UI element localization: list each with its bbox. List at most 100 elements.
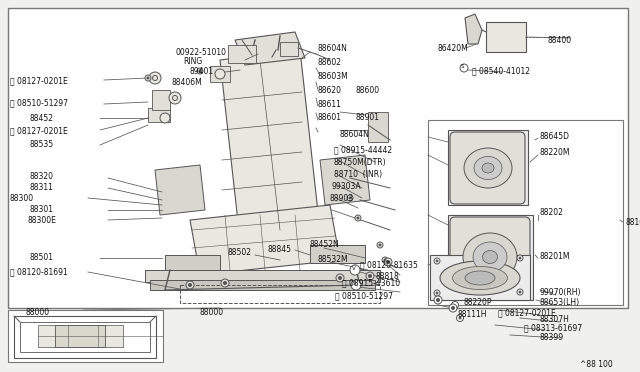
Text: 88300: 88300 bbox=[10, 194, 34, 203]
Text: 88307H: 88307H bbox=[540, 315, 570, 324]
Bar bbox=[180, 285, 380, 303]
Bar bbox=[14, 316, 156, 358]
Text: Ⓑ 08120-81691: Ⓑ 08120-81691 bbox=[10, 267, 68, 276]
Text: 88399: 88399 bbox=[540, 333, 564, 342]
Text: 99303A: 99303A bbox=[332, 182, 362, 191]
Text: 88201M: 88201M bbox=[540, 252, 570, 261]
Text: 88220M: 88220M bbox=[540, 148, 570, 157]
Circle shape bbox=[519, 291, 521, 293]
Bar bbox=[150, 280, 375, 290]
Text: 88600: 88600 bbox=[355, 86, 379, 95]
Circle shape bbox=[377, 242, 383, 248]
Text: 88604N: 88604N bbox=[318, 44, 348, 53]
Bar bbox=[165, 255, 220, 273]
Text: Ⓑ 08120-81635: Ⓑ 08120-81635 bbox=[360, 260, 418, 269]
Bar bbox=[428, 120, 623, 305]
Text: ^88 100: ^88 100 bbox=[580, 360, 612, 369]
Text: 88645D: 88645D bbox=[540, 132, 570, 141]
Text: Ⓑ 08127-0201E: Ⓑ 08127-0201E bbox=[10, 76, 68, 85]
Circle shape bbox=[384, 259, 386, 261]
Circle shape bbox=[147, 77, 149, 79]
Text: 88301: 88301 bbox=[30, 205, 54, 214]
Text: 88502: 88502 bbox=[228, 248, 252, 257]
Text: Ⓑ 08127-0201E: Ⓑ 08127-0201E bbox=[10, 126, 68, 135]
Bar bbox=[145, 270, 380, 282]
Circle shape bbox=[436, 292, 438, 294]
Text: 88602: 88602 bbox=[318, 58, 342, 67]
Text: 88710  (INR): 88710 (INR) bbox=[334, 170, 382, 179]
Ellipse shape bbox=[474, 157, 502, 180]
Bar bbox=[448, 130, 528, 205]
Bar bbox=[228, 45, 256, 63]
Circle shape bbox=[186, 281, 194, 289]
Text: S: S bbox=[353, 281, 356, 286]
Text: Ⓢ 08313-61697: Ⓢ 08313-61697 bbox=[524, 323, 582, 332]
Bar bbox=[8, 310, 163, 362]
Bar bbox=[430, 255, 530, 300]
Circle shape bbox=[189, 283, 191, 286]
Text: 88845: 88845 bbox=[268, 245, 292, 254]
Text: 89401: 89401 bbox=[190, 67, 214, 76]
Text: 88535: 88535 bbox=[30, 140, 54, 149]
Text: 88603M: 88603M bbox=[318, 72, 349, 81]
Circle shape bbox=[451, 307, 454, 310]
Circle shape bbox=[384, 258, 392, 266]
Circle shape bbox=[379, 244, 381, 246]
Circle shape bbox=[459, 317, 461, 319]
Circle shape bbox=[436, 298, 440, 301]
Circle shape bbox=[460, 64, 468, 72]
Circle shape bbox=[169, 92, 181, 104]
Bar bbox=[210, 66, 230, 82]
Text: RING: RING bbox=[183, 57, 202, 66]
Bar bbox=[38, 325, 63, 347]
Circle shape bbox=[349, 197, 351, 199]
Circle shape bbox=[339, 276, 342, 279]
Text: V: V bbox=[352, 266, 356, 271]
Circle shape bbox=[434, 290, 440, 296]
Text: 88202: 88202 bbox=[540, 208, 564, 217]
Text: 88611: 88611 bbox=[318, 100, 342, 109]
Text: 88901: 88901 bbox=[355, 113, 379, 122]
Text: 86420M: 86420M bbox=[438, 44, 468, 53]
Ellipse shape bbox=[463, 233, 517, 281]
Circle shape bbox=[223, 282, 227, 285]
Circle shape bbox=[160, 113, 170, 123]
Text: 88620: 88620 bbox=[318, 86, 342, 95]
Circle shape bbox=[199, 70, 201, 72]
Bar bbox=[280, 42, 298, 56]
Ellipse shape bbox=[440, 261, 520, 295]
Circle shape bbox=[215, 69, 225, 79]
Text: 88604N: 88604N bbox=[340, 130, 370, 139]
Polygon shape bbox=[155, 165, 205, 215]
Text: 88903: 88903 bbox=[330, 194, 354, 203]
Circle shape bbox=[336, 274, 344, 282]
Text: 88452: 88452 bbox=[30, 114, 54, 123]
Text: 99970(RH): 99970(RH) bbox=[540, 288, 582, 297]
Bar bbox=[152, 90, 170, 110]
Text: 88750M(DTR): 88750M(DTR) bbox=[334, 158, 387, 167]
Ellipse shape bbox=[465, 271, 495, 285]
Text: 00922-51010: 00922-51010 bbox=[175, 48, 226, 57]
Text: 88000: 88000 bbox=[200, 308, 224, 317]
Circle shape bbox=[517, 255, 523, 261]
Text: Ⓢ 08510-51297: Ⓢ 08510-51297 bbox=[335, 291, 393, 300]
Circle shape bbox=[449, 304, 457, 312]
Text: 88452N: 88452N bbox=[310, 240, 340, 249]
Circle shape bbox=[197, 68, 203, 74]
Text: 88100: 88100 bbox=[626, 218, 640, 227]
Ellipse shape bbox=[473, 242, 507, 272]
Circle shape bbox=[436, 260, 438, 262]
Circle shape bbox=[351, 280, 361, 290]
Text: 88220P: 88220P bbox=[464, 298, 493, 307]
Circle shape bbox=[369, 275, 371, 278]
Text: 88000: 88000 bbox=[25, 308, 49, 317]
Text: 88320: 88320 bbox=[30, 172, 54, 181]
Text: 88400: 88400 bbox=[548, 36, 572, 45]
Bar bbox=[68, 325, 93, 347]
Circle shape bbox=[451, 301, 458, 308]
Circle shape bbox=[221, 279, 229, 287]
Ellipse shape bbox=[452, 266, 508, 289]
Circle shape bbox=[456, 314, 463, 321]
Text: Ⓦ 08915-44442: Ⓦ 08915-44442 bbox=[334, 145, 392, 154]
Bar bbox=[98, 325, 123, 347]
